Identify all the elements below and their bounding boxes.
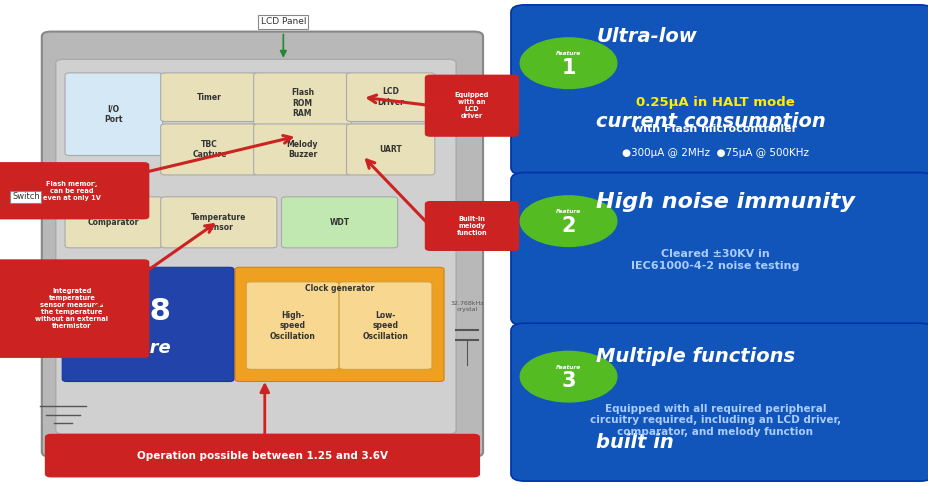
Text: Feature: Feature — [555, 209, 581, 214]
Text: Flash memory
can be read
even at only 1V: Flash memory can be read even at only 1V — [43, 181, 101, 201]
Text: Core: Core — [124, 339, 172, 358]
Text: Equipped with all required peripheral
circuitry required, including an LCD drive: Equipped with all required peripheral ci… — [589, 404, 840, 437]
Text: Built-in
melody
function: Built-in melody function — [457, 216, 486, 236]
Text: Equipped
with an
LCD
driver: Equipped with an LCD driver — [454, 92, 489, 119]
Text: Comparator: Comparator — [88, 218, 139, 227]
Text: Cleared ±30KV in
IEC61000-4-2 noise testing: Cleared ±30KV in IEC61000-4-2 noise test… — [630, 249, 799, 271]
FancyBboxPatch shape — [425, 75, 518, 136]
Text: with Flash microcontroller: with Flash microcontroller — [633, 124, 796, 134]
FancyBboxPatch shape — [510, 323, 928, 481]
Text: Feature: Feature — [555, 364, 581, 369]
FancyBboxPatch shape — [510, 5, 928, 175]
Text: High noise immunity: High noise immunity — [596, 192, 855, 212]
FancyBboxPatch shape — [65, 197, 162, 248]
Text: UART: UART — [379, 145, 402, 154]
FancyBboxPatch shape — [281, 197, 397, 248]
Text: Switch: Switch — [12, 192, 40, 201]
Text: U8: U8 — [125, 297, 171, 326]
FancyBboxPatch shape — [42, 32, 483, 457]
Text: 32.768kHz
crystal: 32.768kHz crystal — [450, 301, 483, 312]
Text: Flash
ROM
RAM: Flash ROM RAM — [290, 88, 314, 118]
Text: Melody
Buzzer: Melody Buzzer — [287, 140, 317, 159]
Text: Clock generator: Clock generator — [304, 284, 374, 294]
Text: WDT: WDT — [329, 218, 349, 227]
Text: Operation possible between 1.25 and 3.6V: Operation possible between 1.25 and 3.6V — [136, 451, 388, 461]
FancyBboxPatch shape — [346, 124, 434, 175]
Text: built in: built in — [596, 433, 674, 451]
Text: High-
speed
Oscillation: High- speed Oscillation — [269, 311, 316, 341]
Text: Temperature
sensor: Temperature sensor — [191, 213, 246, 232]
Text: current consumption: current consumption — [596, 112, 825, 131]
Text: 1: 1 — [561, 58, 575, 78]
FancyBboxPatch shape — [45, 434, 479, 477]
Text: LCD Panel: LCD Panel — [261, 17, 305, 26]
FancyBboxPatch shape — [65, 73, 162, 156]
Circle shape — [520, 351, 616, 402]
Circle shape — [520, 196, 616, 246]
FancyBboxPatch shape — [339, 282, 432, 369]
Text: Integrated
temperature
sensor measures
the temperature
without an external
therm: Integrated temperature sensor measures t… — [35, 288, 109, 329]
Circle shape — [520, 38, 616, 88]
FancyBboxPatch shape — [161, 124, 258, 175]
Text: 0.25μA in HALT mode: 0.25μA in HALT mode — [636, 96, 793, 108]
Text: 2: 2 — [561, 216, 575, 236]
FancyBboxPatch shape — [253, 124, 351, 175]
FancyBboxPatch shape — [246, 282, 339, 369]
FancyBboxPatch shape — [235, 267, 444, 382]
Text: 3: 3 — [561, 371, 575, 391]
Text: Multiple functions: Multiple functions — [596, 347, 794, 366]
Text: TBC
Capture: TBC Capture — [192, 140, 226, 159]
FancyBboxPatch shape — [510, 173, 928, 326]
FancyBboxPatch shape — [161, 73, 258, 122]
Text: LCD
Driver: LCD Driver — [377, 87, 404, 107]
Text: Timer: Timer — [197, 93, 222, 102]
Text: I/O
Port: I/O Port — [105, 104, 122, 124]
Text: Low-
speed
Oscillation: Low- speed Oscillation — [362, 311, 408, 341]
FancyBboxPatch shape — [253, 73, 351, 134]
FancyBboxPatch shape — [56, 59, 456, 434]
FancyBboxPatch shape — [346, 73, 434, 122]
FancyBboxPatch shape — [62, 267, 234, 382]
FancyBboxPatch shape — [0, 163, 148, 219]
FancyBboxPatch shape — [0, 260, 148, 357]
Text: Ultra-low: Ultra-low — [596, 27, 696, 46]
Text: Feature: Feature — [555, 51, 581, 56]
Text: ●300μA @ 2MHz  ●75μA @ 500KHz: ●300μA @ 2MHz ●75μA @ 500KHz — [621, 148, 808, 158]
FancyBboxPatch shape — [161, 197, 277, 248]
FancyBboxPatch shape — [425, 202, 518, 250]
